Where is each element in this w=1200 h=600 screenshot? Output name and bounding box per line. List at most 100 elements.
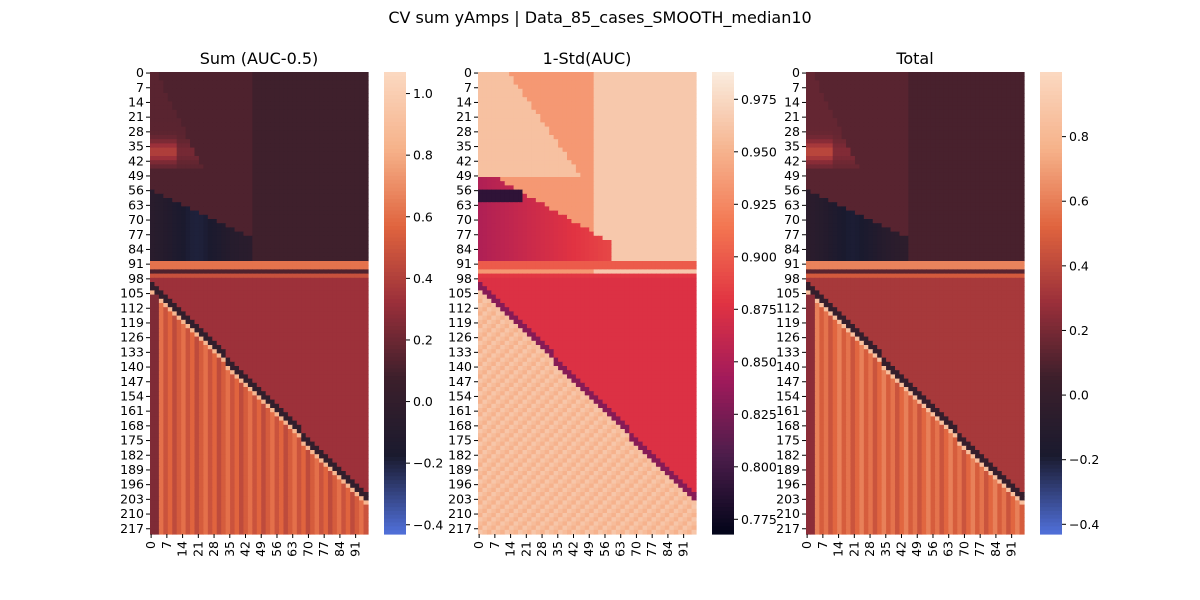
heatmap-cell	[230, 353, 236, 359]
heatmap-cell	[221, 109, 227, 115]
heatmap-cell	[359, 114, 365, 119]
heatmap-cell	[203, 294, 209, 300]
heatmap-cell	[198, 492, 204, 497]
heatmap-cell	[292, 240, 298, 245]
heatmap-cell	[194, 475, 200, 480]
heatmap-cell	[341, 345, 347, 350]
heatmap-cell	[243, 130, 249, 136]
heatmap-cell	[221, 219, 227, 224]
heatmap-cell	[287, 382, 293, 388]
heatmap-cell	[252, 395, 258, 401]
heatmap-cell	[332, 462, 338, 468]
heatmap-cell	[279, 223, 285, 228]
heatmap-cell	[336, 445, 342, 451]
heatmap-cell	[207, 105, 213, 111]
heatmap-cell	[274, 88, 280, 94]
heatmap-cell	[252, 462, 258, 468]
heatmap-cell	[247, 160, 253, 165]
heatmap-cell	[234, 340, 240, 346]
heatmap-cell	[190, 466, 196, 472]
heatmap-cell	[216, 286, 222, 291]
heatmap-cell	[319, 458, 325, 464]
heatmap-cell	[359, 466, 365, 472]
heatmap-cell	[158, 105, 164, 111]
heatmap-cell	[274, 227, 280, 233]
heatmap-cell	[323, 282, 329, 287]
heatmap-cell	[341, 135, 347, 140]
heatmap-cell	[287, 353, 293, 359]
heatmap-cell	[238, 130, 245, 136]
heatmap-cell	[203, 408, 209, 413]
heatmap-cell	[345, 160, 351, 165]
heatmap-cell	[225, 101, 231, 107]
heatmap-cell	[167, 336, 173, 342]
heatmap-cell	[167, 147, 173, 153]
heatmap-cell	[167, 361, 173, 367]
heatmap-cell	[225, 332, 231, 338]
heatmap-cell	[207, 235, 213, 241]
heatmap-cell	[279, 101, 285, 107]
heatmap-cell	[230, 286, 236, 291]
heatmap-cell	[296, 193, 302, 199]
heatmap-cell	[185, 462, 191, 468]
heatmap-cell	[172, 349, 178, 354]
heatmap-cell	[238, 492, 245, 497]
heatmap-cell	[256, 139, 262, 144]
heatmap-cell	[336, 496, 342, 501]
heatmap-cell	[256, 219, 262, 224]
heatmap-cell	[350, 366, 356, 371]
heatmap-cell	[163, 332, 169, 338]
heatmap-cell	[212, 286, 218, 291]
heatmap-cell	[336, 328, 342, 333]
heatmap-cell	[296, 298, 302, 304]
heatmap-cell	[270, 139, 276, 144]
heatmap-cell	[341, 332, 347, 338]
heatmap-cell	[198, 424, 204, 430]
heatmap-cell	[154, 408, 160, 413]
heatmap-cell	[247, 450, 253, 455]
heatmap-cell	[225, 412, 231, 417]
heatmap-cell	[234, 408, 240, 413]
heatmap-cell	[314, 261, 320, 266]
heatmap-cell	[167, 151, 173, 157]
heatmap-cell	[207, 88, 213, 94]
heatmap-cell	[150, 244, 156, 249]
heatmap-cell	[332, 412, 338, 417]
heatmap-cell	[212, 151, 218, 157]
heatmap-cell	[194, 399, 200, 405]
heatmap-cell	[296, 332, 302, 338]
heatmap-cell	[150, 240, 156, 245]
heatmap-cell	[185, 80, 191, 86]
heatmap-cell	[243, 307, 249, 312]
heatmap-cell	[336, 151, 342, 157]
heatmap-cell	[256, 235, 262, 241]
heatmap-cell	[341, 282, 347, 287]
heatmap-cell	[150, 357, 156, 363]
heatmap-cell	[301, 130, 307, 136]
heatmap-cell	[176, 345, 182, 350]
heatmap-cell	[270, 256, 276, 262]
heatmap-cell	[327, 471, 334, 476]
heatmap-cell	[158, 139, 164, 144]
heatmap-cell	[216, 399, 222, 405]
heatmap-cell	[256, 168, 262, 174]
heatmap-cell	[301, 303, 307, 308]
heatmap-cell	[265, 475, 271, 480]
heatmap-cell	[207, 135, 213, 140]
heatmap-cell	[305, 156, 311, 161]
heatmap-cell	[167, 466, 173, 472]
heatmap-cell	[274, 76, 280, 81]
heatmap-cell	[279, 374, 285, 380]
heatmap-cell	[359, 223, 365, 228]
heatmap-cell	[163, 319, 169, 325]
heatmap-cell	[296, 479, 302, 485]
heatmap-cell	[336, 437, 342, 443]
heatmap-cell	[176, 441, 182, 447]
heatmap-cell	[234, 235, 240, 241]
heatmap-cell	[172, 160, 178, 165]
heatmap-cell	[292, 416, 298, 422]
heatmap-cell	[212, 370, 218, 375]
heatmap-cell	[190, 429, 196, 434]
heatmap-cell	[283, 88, 289, 94]
heatmap-cell	[261, 399, 267, 405]
